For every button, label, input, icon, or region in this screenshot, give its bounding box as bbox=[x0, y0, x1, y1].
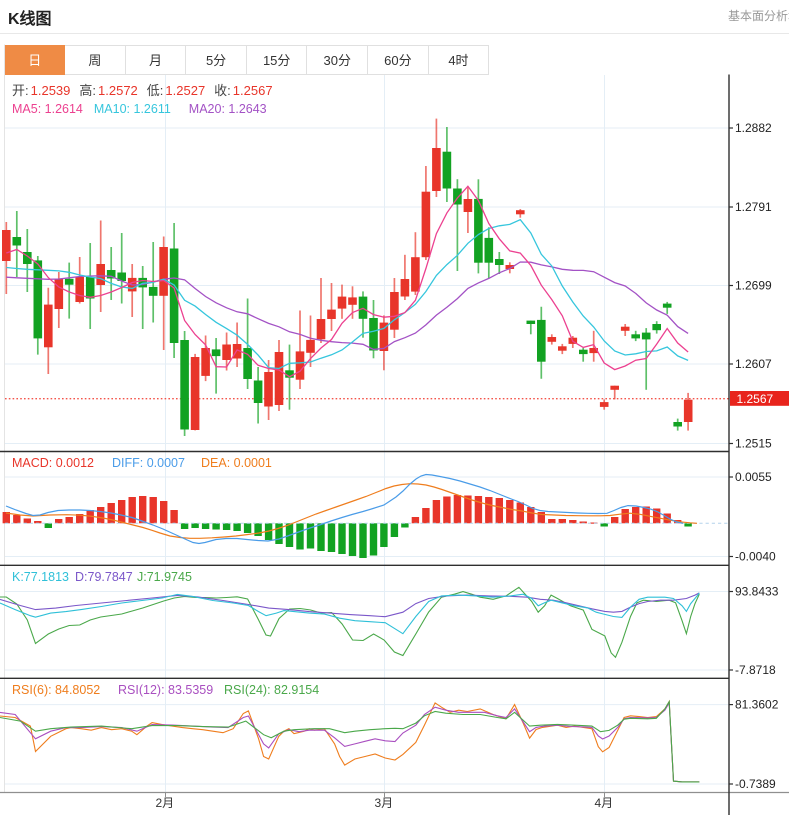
svg-text:1.2791: 1.2791 bbox=[735, 200, 772, 214]
svg-text:1.2567: 1.2567 bbox=[737, 392, 774, 406]
svg-text:DEA: 0.0001: DEA: 0.0001 bbox=[201, 456, 272, 470]
svg-text:1.2607: 1.2607 bbox=[735, 357, 772, 371]
svg-text:0.0055: 0.0055 bbox=[735, 470, 772, 484]
svg-text:K:77.1813: K:77.1813 bbox=[12, 570, 69, 584]
svg-text:J:71.9745: J:71.9745 bbox=[137, 570, 192, 584]
svg-text:1.2882: 1.2882 bbox=[735, 121, 772, 135]
svg-text:-7.8718: -7.8718 bbox=[735, 663, 776, 677]
svg-text:RSI(24): 82.9154: RSI(24): 82.9154 bbox=[224, 683, 319, 697]
svg-text:4月: 4月 bbox=[595, 796, 614, 810]
svg-text:-0.0040: -0.0040 bbox=[735, 550, 776, 564]
svg-text:D:79.7847: D:79.7847 bbox=[75, 570, 133, 584]
svg-text:DIFF: 0.0007: DIFF: 0.0007 bbox=[112, 456, 185, 470]
svg-text:RSI(6): 84.8052: RSI(6): 84.8052 bbox=[12, 683, 100, 697]
svg-text:RSI(12): 83.5359: RSI(12): 83.5359 bbox=[118, 683, 213, 697]
svg-text:1.2699: 1.2699 bbox=[735, 279, 772, 293]
svg-text:MACD: 0.0012: MACD: 0.0012 bbox=[12, 456, 94, 470]
svg-text:1.2515: 1.2515 bbox=[735, 437, 772, 451]
svg-text:2月: 2月 bbox=[156, 796, 175, 810]
svg-text:81.3602: 81.3602 bbox=[735, 698, 779, 712]
svg-text:-0.7389: -0.7389 bbox=[735, 777, 776, 791]
svg-text:3月: 3月 bbox=[375, 796, 394, 810]
svg-text:93.8433: 93.8433 bbox=[735, 585, 779, 599]
